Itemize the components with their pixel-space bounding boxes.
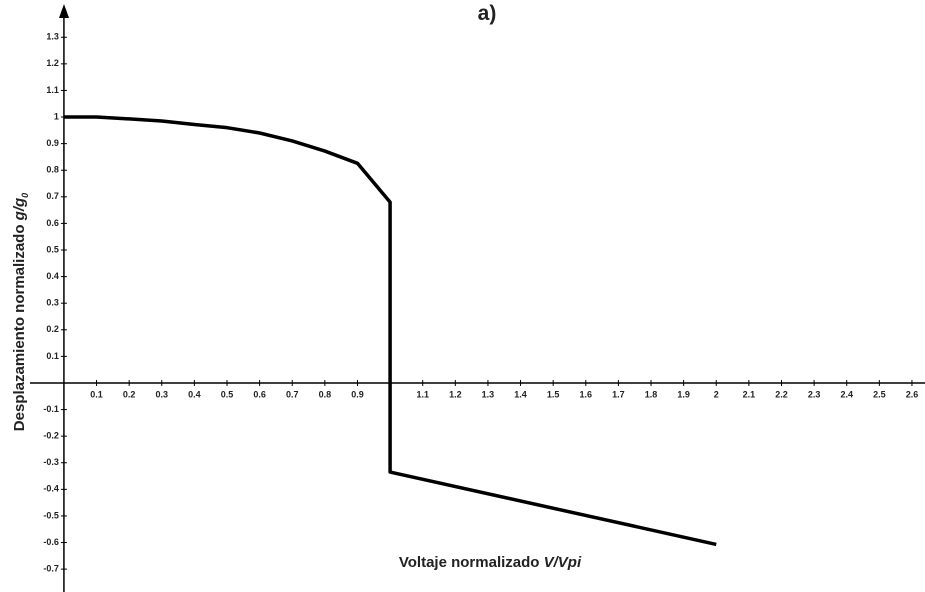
- y-label-var: g/g: [11, 198, 28, 222]
- x-tick-label: 1.2: [449, 389, 462, 399]
- x-tick-label: 2: [714, 389, 719, 399]
- x-tick-label: 2.6: [906, 389, 919, 399]
- x-label-var: V/Vpi: [544, 554, 582, 571]
- y-tick-label: 0.9: [46, 138, 59, 148]
- x-tick-label: 2.3: [808, 389, 821, 399]
- y-tick-label: -0.5: [43, 510, 59, 520]
- x-tick-label: 0.2: [123, 389, 136, 399]
- x-tick-label: 0.4: [188, 389, 201, 399]
- x-tick-label: 0.5: [221, 389, 234, 399]
- y-axis-label: Desplazamiento normalizado g/g0: [11, 193, 30, 431]
- y-label-text: Desplazamiento normalizado: [11, 224, 28, 431]
- y-tick-label: -0.7: [43, 564, 59, 574]
- x-tick-label: 2.1: [743, 389, 756, 399]
- y-tick-label: 1: [54, 111, 59, 121]
- x-tick-label: 2.4: [840, 389, 853, 399]
- chart-title: a): [478, 2, 497, 25]
- y-tick-label: -0.4: [43, 484, 59, 494]
- data-line: [63, 115, 717, 547]
- y-axis-arrow: [59, 4, 69, 18]
- x-tick-label: 0.3: [156, 389, 169, 399]
- x-tick-label: 1.3: [482, 389, 495, 399]
- x-tick-label: 0.7: [286, 389, 299, 399]
- y-label-sub: 0: [20, 193, 30, 198]
- x-tick-label: 1.4: [514, 389, 527, 399]
- y-tick-label: 1.1: [46, 85, 59, 95]
- y-tick-label: 0.2: [46, 324, 59, 334]
- x-tick-label: 1.5: [547, 389, 560, 399]
- y-tick-label: -0.1: [43, 404, 59, 414]
- y-tick-label: 0.8: [46, 165, 59, 175]
- x-tick-label: 1.6: [580, 389, 593, 399]
- x-axis-label: Voltaje normalizado V/Vpi: [399, 554, 582, 571]
- x-tick-label: 1.7: [612, 389, 625, 399]
- x-label-text: Voltaje normalizado: [399, 554, 540, 571]
- y-tick-label: 1.3: [46, 32, 59, 42]
- x-tick-label: 1.9: [677, 389, 690, 399]
- y-tick-label: 0.5: [46, 244, 59, 254]
- x-tick-label: 0.9: [351, 389, 364, 399]
- y-tick-label: 0.7: [46, 191, 59, 201]
- x-tick-label: 0.1: [90, 389, 103, 399]
- y-tick-label: -0.6: [43, 537, 59, 547]
- x-tick-label: 2.5: [873, 389, 886, 399]
- y-tick-label: 0.1: [46, 351, 59, 361]
- y-tick-label: -0.3: [43, 457, 59, 467]
- x-tick-label: 0.6: [253, 389, 266, 399]
- y-tick-label: 0.4: [46, 271, 59, 281]
- y-tick-label: 1.2: [46, 58, 59, 68]
- y-tick-label: 0.6: [46, 218, 59, 228]
- y-tick-label: -0.2: [43, 431, 59, 441]
- y-tick-label: 0.3: [46, 298, 59, 308]
- x-tick-label: 1.1: [416, 389, 429, 399]
- x-tick-label: 2.2: [775, 389, 788, 399]
- x-tick-label: 1.8: [645, 389, 658, 399]
- x-tick-label: 0.8: [319, 389, 332, 399]
